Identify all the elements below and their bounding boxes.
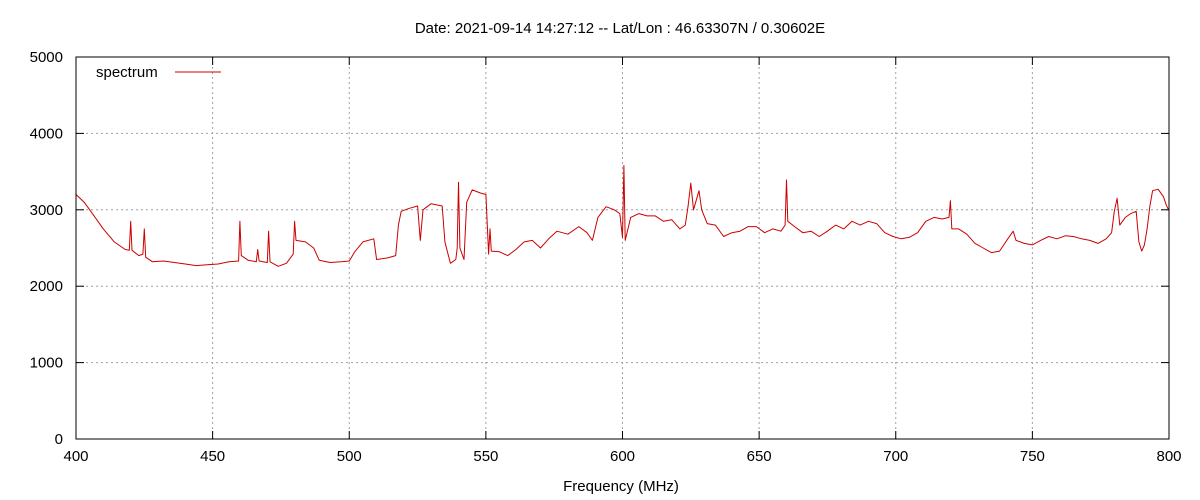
- x-tick-label-700: 700: [883, 448, 908, 465]
- x-tick-label-550: 550: [473, 448, 498, 465]
- grid-lines: [76, 57, 1169, 439]
- y-tick-label-3000: 3000: [30, 202, 63, 219]
- x-tick-label-800: 800: [1156, 448, 1181, 465]
- y-tick-label-0: 0: [55, 431, 63, 448]
- chart-title: Date: 2021-09-14 14:27:12 -- Lat/Lon : 4…: [415, 20, 825, 37]
- x-tick-label-750: 750: [1020, 448, 1045, 465]
- series-layer: [75, 165, 1170, 267]
- plot-frame: [75, 56, 1170, 440]
- y-tick-label-4000: 4000: [30, 125, 63, 142]
- y-tick-label-1000: 1000: [30, 355, 63, 372]
- tick-labels: 400 450 500 550 600 650 700 750 800 0 1000 2000 3000…: [30, 49, 1182, 465]
- x-axis-label: Frequency (MHz): [563, 478, 679, 495]
- legend-label-spectrum: spectrum: [96, 64, 158, 81]
- x-tick-label-650: 650: [747, 448, 772, 465]
- x-tick-label-450: 450: [200, 448, 225, 465]
- x-tick-label-500: 500: [337, 448, 362, 465]
- legend: spectrum: [96, 64, 221, 81]
- x-tick-label-400: 400: [63, 448, 88, 465]
- y-tick-label-2000: 2000: [30, 278, 63, 295]
- series-line-spectrum: [75, 165, 1170, 267]
- x-tick-label-600: 600: [610, 448, 635, 465]
- y-tick-label-5000: 5000: [30, 49, 63, 66]
